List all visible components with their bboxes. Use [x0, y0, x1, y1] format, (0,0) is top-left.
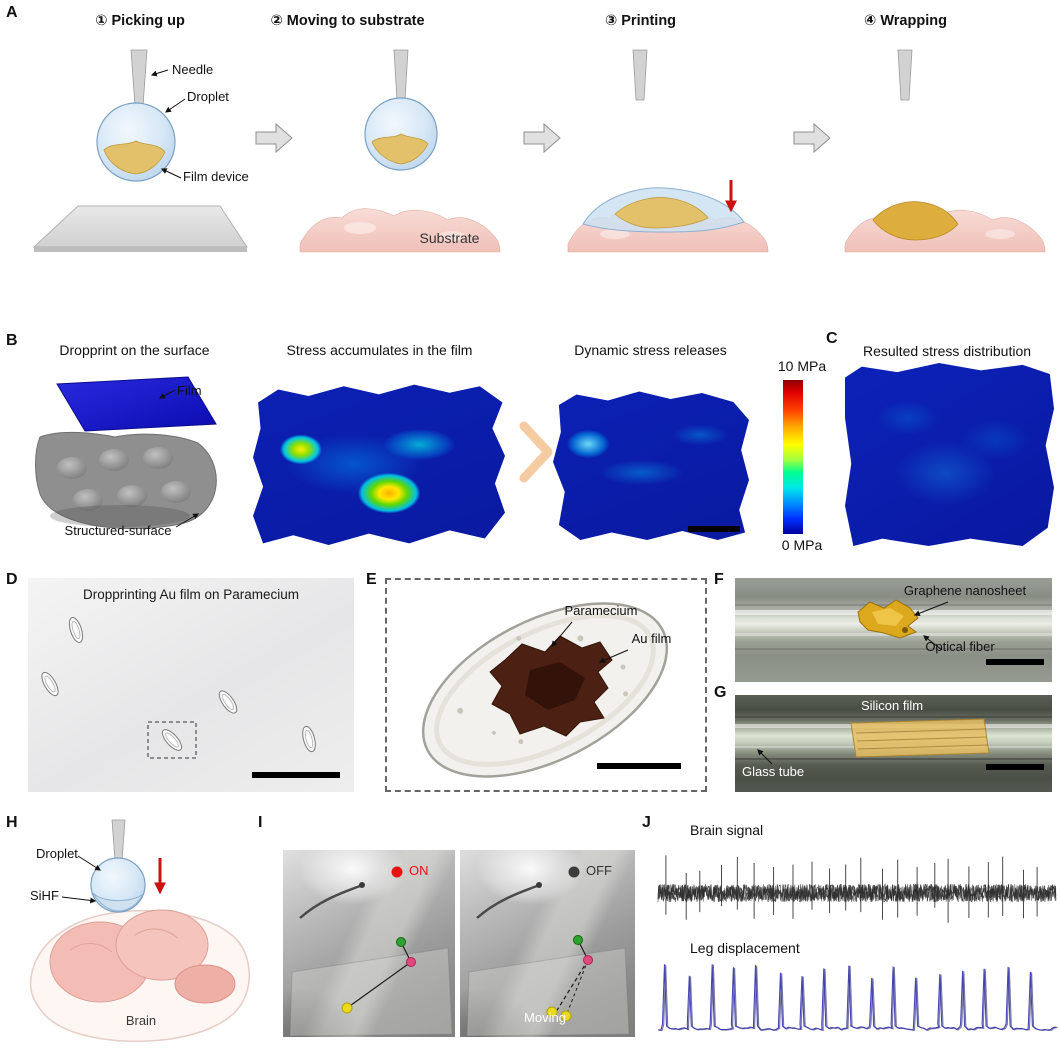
sihf-film-shape [92, 892, 144, 912]
needle-shape [393, 49, 409, 101]
panel-a-art [32, 49, 1046, 253]
brain-lobe-shape [115, 909, 209, 981]
panel-b-title-3: Dynamic stress releases [574, 342, 727, 358]
step-title-picking-up: ① Picking up [95, 13, 185, 29]
colorbar [783, 380, 803, 534]
bump-shape [117, 485, 147, 507]
brain-label: Brain [125, 1013, 157, 1028]
leg-displacement-trace-shadow [659, 964, 1058, 1032]
sihf-label: SiHF [30, 888, 59, 903]
glass-tube-label: Glass tube [742, 764, 805, 779]
plate-edge-shape [34, 247, 247, 252]
panel-d-title: Dropprinting Au film on Paramecium [82, 587, 300, 602]
structured-surface-shape [35, 431, 217, 529]
panel-label-e: E [366, 571, 377, 588]
micrograph-paramecia [28, 578, 354, 792]
step-arrow-icon [523, 122, 561, 154]
panel-c-title: Resulted stress distribution [862, 343, 1032, 359]
droplet-shape [90, 857, 146, 913]
panel-label-c: C [826, 330, 838, 347]
heatmap-stress-accumulates [253, 384, 505, 545]
panel-label-d: D [6, 571, 18, 588]
step-arrow-icon [793, 122, 831, 154]
bump-shape [57, 457, 87, 479]
annotation-arrow [77, 855, 102, 871]
substrate-label: Substrate [419, 230, 480, 246]
brain-fold-lines [69, 928, 179, 953]
plate-shape [32, 205, 248, 248]
panel-label-j: J [642, 814, 651, 831]
panel-label-f: F [714, 571, 724, 588]
structured-surface-label: Structured-surface [64, 523, 172, 538]
needle-shape [897, 49, 913, 101]
paramecium-label: Paramecium [564, 603, 638, 618]
off-label: OFF [586, 863, 612, 878]
chevron-icon [519, 421, 553, 483]
needle-shape [632, 49, 648, 101]
spread-droplet-shape [582, 187, 745, 233]
droplet-label-h: Droplet [36, 846, 78, 861]
step-title-wrapping: ④ Wrapping [864, 13, 947, 29]
panel-label-a: A [6, 4, 18, 21]
annotation-arrow [165, 98, 186, 113]
needle-shape [111, 819, 126, 861]
au-film-label: Au film [631, 631, 672, 646]
bump-shape [143, 447, 173, 469]
leg-displacement-title: Leg displacement [690, 940, 800, 956]
photo-stimulation-off [460, 850, 635, 1037]
film-label: Film [177, 383, 202, 398]
substrate-shape [567, 208, 769, 253]
silicon-film-label: Silicon film [860, 698, 924, 713]
annotation-arrow [150, 69, 169, 77]
leg-displacement-trace [657, 964, 1057, 1031]
needle-label: Needle [172, 62, 214, 77]
heatmap-resulted-stress [845, 363, 1054, 546]
colorbar-max-label: 10 MPa [777, 358, 827, 374]
annotation-arrow [61, 896, 97, 904]
on-label: ON [409, 863, 429, 878]
brain-signal-trace [657, 883, 1057, 903]
panel-b-title-2: Stress accumulates in the film [286, 342, 473, 358]
bump-shape [99, 449, 129, 471]
panel-label-h: H [6, 814, 18, 831]
heatmap-stress-releases [553, 391, 749, 540]
brain-signal-trace [657, 883, 1057, 903]
droplet-shape [364, 97, 438, 171]
moving-label: Moving [524, 1010, 566, 1025]
step-title-printing: ③ Printing [604, 13, 677, 29]
colorbar-min-label: 0 MPa [781, 537, 823, 553]
droplet-shape [96, 102, 176, 182]
panel-label-i: I [258, 814, 263, 831]
droplet-label: Droplet [187, 89, 229, 104]
graphene-label: Graphene nanosheet [903, 583, 1027, 598]
panel-b-title-1: Dropprint on the surface [59, 342, 210, 358]
panel-label-g: G [714, 684, 727, 701]
substrate-highlight [344, 222, 376, 234]
brain-lobe-shape [49, 921, 151, 1003]
wrapped-film-shape [872, 201, 959, 241]
annotation-arrow [160, 168, 182, 179]
step-title-moving: ② Moving to substrate [270, 13, 425, 29]
optical-fiber-label: Optical fiber [925, 639, 995, 654]
photo-stimulation-on [283, 850, 455, 1037]
substrate-highlight [985, 229, 1015, 239]
film-device-label: Film device [183, 169, 249, 184]
panel-label-b: B [6, 332, 18, 349]
annotation-arrow [158, 389, 176, 399]
bump-shape [73, 489, 103, 511]
film-device-shape [614, 197, 709, 229]
cerebellum-shape [174, 964, 236, 1004]
bump-shape [161, 481, 191, 503]
film-device-shape [371, 133, 429, 165]
substrate-shape [844, 208, 1046, 253]
film-device-shape [103, 140, 166, 175]
substrate-highlight [600, 229, 630, 239]
brain-signal-title: Brain signal [690, 822, 764, 838]
brain-signal-trace [657, 883, 1057, 903]
step-arrow-icon [255, 122, 293, 154]
needle-shape [130, 49, 148, 107]
